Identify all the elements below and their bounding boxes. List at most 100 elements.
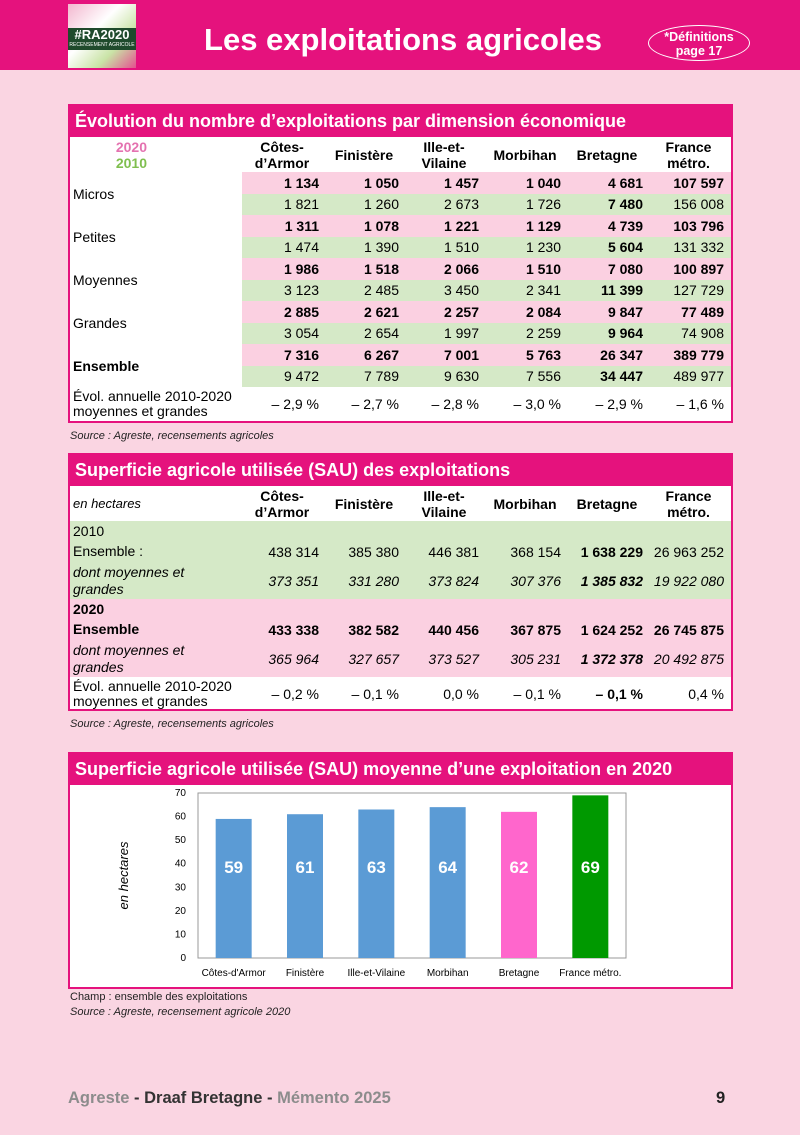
cell: 382 582 (348, 621, 399, 638)
data-row: Ensemble 7 316 6 267 7 001 5 763 26 347 389 77… (70, 344, 731, 374)
text-line: Évol. annuelle 2010-2020 (73, 677, 232, 694)
y-tick-label: 10 (175, 929, 187, 940)
cell: 127 729 (650, 279, 731, 301)
cell: 1 230 (486, 236, 568, 258)
cell: 2 485 (326, 279, 406, 301)
cell: 389 779 (650, 344, 731, 366)
table-title: Évolution du nombre d’exploitations par … (70, 106, 731, 137)
cell: 489 977 (650, 365, 731, 387)
column-header: France métro. (650, 486, 731, 521)
cell: 3 450 (406, 279, 486, 301)
cell: 1 260 (326, 193, 406, 215)
data-row: 1 821 1 260 2 673 1 726 7 480 156 008 (70, 193, 731, 215)
cell: 1 385 832 (580, 572, 643, 589)
cell: 5 604 (568, 236, 650, 258)
text-line: grandes (73, 658, 124, 675)
text-line: Morbihan (493, 146, 557, 163)
row-label: Évol. annuelle 2010-2020 moyennes et gran… (70, 387, 242, 420)
y-tick-label: 20 (175, 906, 187, 917)
cell: 365 964 (268, 650, 319, 667)
column-header: France métro. (650, 137, 731, 172)
row-label: Ensemble (70, 619, 242, 640)
row-label: Grandes (73, 314, 127, 331)
data-label: 63 (367, 858, 386, 877)
text-line: Vilaine (421, 154, 467, 171)
cell: 9 964 (568, 322, 650, 344)
cell: 440 456 (428, 621, 479, 638)
cell: 9 630 (406, 365, 486, 387)
cell: 307 376 (510, 572, 561, 589)
y-tick-label: 30 (175, 882, 187, 893)
cell: 1 821 (242, 193, 326, 215)
x-tick-label: Bretagne (499, 968, 540, 979)
column-header: Bretagne (568, 486, 650, 521)
cell: 305 231 (510, 650, 561, 667)
table-body: 2020 2010 Côtes-d’Armor Finistère Ille-et- Vi… (70, 137, 731, 420)
data-label: 64 (438, 858, 457, 877)
cell: 7 480 (568, 193, 650, 215)
table: en hectares Côtes-d’Armor Finistère Ille-et… (70, 486, 731, 710)
cell: – 2,7 % (351, 395, 399, 412)
y-tick-label: 0 (180, 953, 186, 964)
cell: 11 399 (568, 279, 650, 301)
cell: 1 986 (242, 258, 326, 280)
text-line: Évol. annuelle 2010-2020 (73, 387, 232, 404)
data-row: Petites 1 311 1 078 1 221 1 129 4 739 103 796 (70, 215, 731, 245)
definitions-link[interactable]: *Définitions page 17 (648, 25, 750, 61)
cell: – 0,1 % (351, 685, 399, 702)
footer-part: - Draaf Bretagne - (129, 1089, 278, 1107)
cell: – 3,0 % (513, 395, 561, 412)
cell: 368 154 (510, 543, 561, 560)
cell: 385 380 (348, 543, 399, 560)
cell: 2 341 (486, 279, 568, 301)
text-line: d’Armor (254, 503, 310, 520)
cell: 1 510 (406, 236, 486, 258)
cell: 2 257 (406, 301, 486, 323)
x-tick-label: Morbihan (427, 968, 469, 979)
cell: 7 316 (242, 344, 326, 366)
row-label: dont moyennes et grandes (70, 562, 242, 599)
data-label: 59 (224, 858, 243, 877)
cell: 1 638 229 (580, 543, 643, 560)
data-row: Micros 1 134 1 050 1 457 1 040 4 681 107 597 (70, 172, 731, 202)
cell: 373 824 (428, 572, 479, 589)
text-line: moyennes et grandes (73, 402, 208, 419)
cell: 26 745 875 (653, 621, 724, 638)
cell: 1 372 378 (580, 650, 643, 667)
cell: – 0,1 % (595, 685, 643, 702)
cell: 1 474 (242, 236, 326, 258)
source: Source : Agreste, recensements agricoles (70, 718, 274, 730)
legend-2020: 2020 (115, 138, 147, 155)
row-label: Ensemble : (70, 541, 242, 562)
column-header: Finistère (326, 486, 406, 521)
text-line: dont moyennes et (73, 563, 185, 580)
data-row: 1 474 1 390 1 510 1 230 5 604 131 332 (70, 236, 731, 258)
cell: 2 259 (486, 322, 568, 344)
bar (501, 811, 537, 958)
cell: 438 314 (268, 543, 319, 560)
bar (287, 814, 323, 958)
chart-note: Source : Agreste, recensement agricole 2… (70, 1006, 291, 1018)
chart-title: Superficie agricole utilisée (SAU) moyen… (70, 754, 731, 785)
unit: en hectares (73, 496, 141, 511)
cell: 1 457 (406, 172, 486, 194)
cell: 6 267 (326, 344, 406, 366)
column-header: Bretagne (568, 137, 650, 172)
text-line: Finistère (334, 146, 394, 163)
logo-band: #RA2020 RECENSEMENT AGRICOLE (68, 28, 136, 50)
cell: 327 657 (348, 650, 399, 667)
bar (429, 807, 466, 958)
cell: 9 847 (568, 301, 650, 323)
cell: 0,4 % (688, 685, 724, 702)
text-line: métro. (667, 154, 710, 171)
text-line: Côtes- (260, 138, 304, 155)
cell: 2 654 (326, 322, 406, 344)
plot-area (197, 792, 627, 959)
text-line: grandes (73, 580, 124, 597)
cell: – 0,1 % (513, 685, 561, 702)
text-line: Ille-et- (423, 487, 465, 504)
y-tick-label: 50 (175, 835, 187, 846)
cell: 1 078 (326, 215, 406, 237)
cell: 19 922 080 (653, 572, 724, 589)
text-line: Ensemble : (73, 543, 144, 559)
